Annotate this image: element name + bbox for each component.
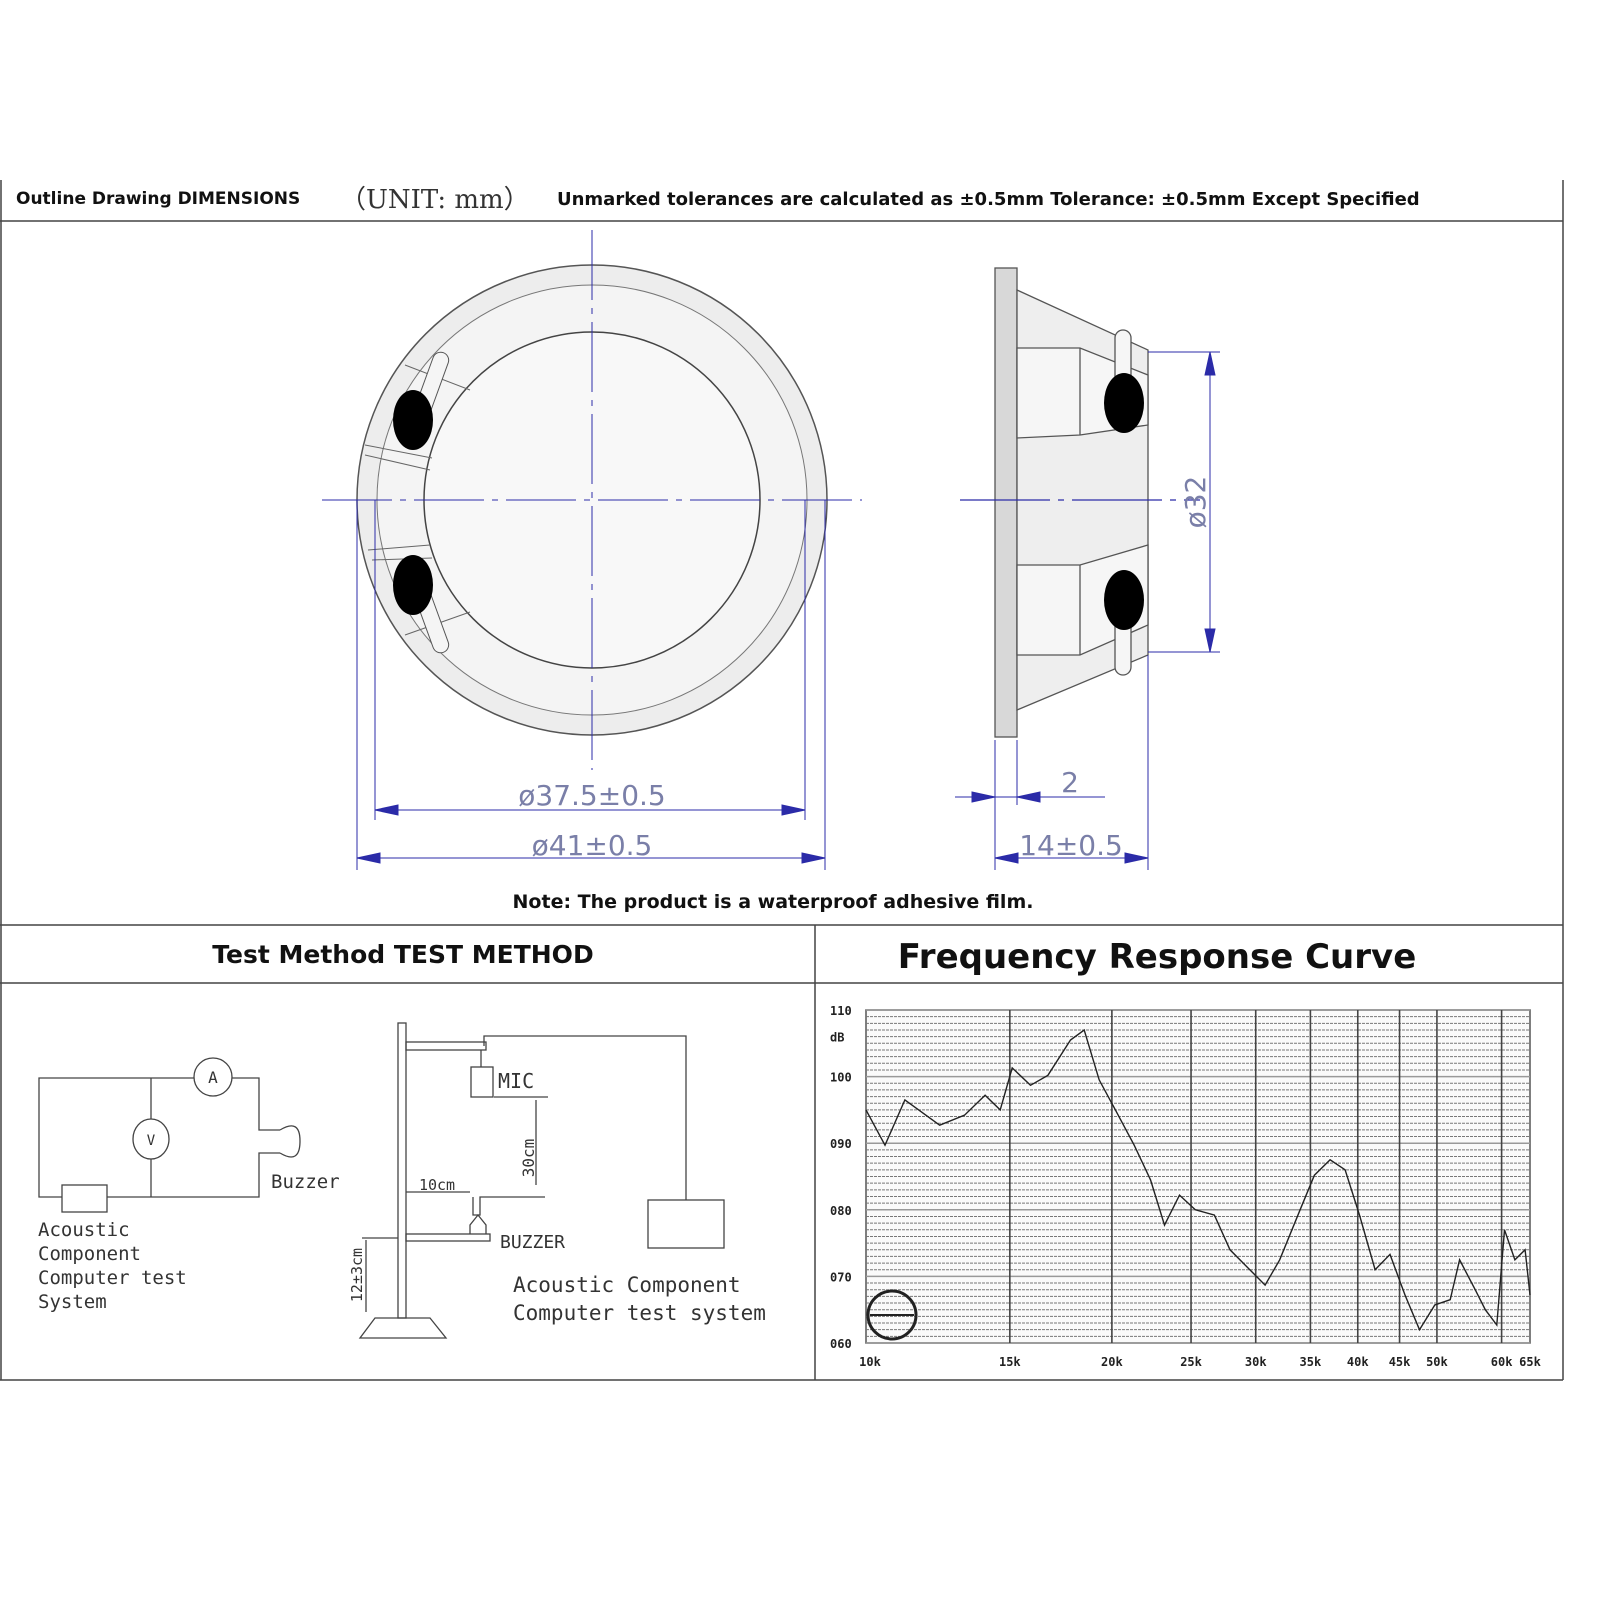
buzzer-label: Buzzer (271, 1171, 340, 1193)
voltmeter-label: V (147, 1133, 156, 1149)
system-label-left: Acoustic Component Computer test System (38, 1219, 187, 1313)
system-label-right-line: Acoustic Component (513, 1273, 741, 1297)
side-diameter-label: ø32 (1179, 476, 1212, 529)
system-label-line: Acoustic (38, 1219, 130, 1241)
frame (0, 180, 1564, 1381)
y-tick-label: 060 (830, 1337, 852, 1351)
x-tick-label: 35k (1300, 1355, 1322, 1369)
flange-thickness-label: 2 (1061, 766, 1079, 799)
depth-label: 14±0.5 (1019, 829, 1123, 862)
buzzer-stand-label: BUZZER (500, 1232, 565, 1253)
x-tick-label: 10k (859, 1355, 881, 1369)
test-circuit-diagram (38, 1057, 301, 1213)
unit-label: （UNIT: mm） (340, 185, 530, 215)
x-tick-label: 25k (1180, 1355, 1202, 1369)
tolerance-note: Unmarked tolerances are calculated as ±0… (557, 189, 1420, 210)
side-view-drawing (960, 267, 1200, 738)
distance-10cm-label: 10cm (419, 1176, 455, 1194)
system-label-line: Computer test (38, 1267, 187, 1289)
y-tick-label: 070 (830, 1270, 852, 1284)
frequency-response-title: Frequency Response Curve (898, 937, 1417, 977)
response-curve (865, 1028, 1531, 1332)
front-view-drawing (322, 230, 862, 770)
x-tick-label: 50k (1426, 1355, 1448, 1369)
distance-30cm-label: 30cm (519, 1139, 538, 1178)
distance-12cm-label: 12±3cm (348, 1248, 366, 1302)
y-tick-label: 100 (830, 1071, 852, 1085)
outline-title: Outline Drawing DIMENSIONS (16, 189, 300, 209)
mic-label: MIC (498, 1069, 534, 1093)
x-tick-label: 60k (1491, 1355, 1513, 1369)
y-tick-label: 110 (830, 1004, 852, 1018)
side-dimensions (955, 351, 1220, 870)
x-tick-label: 65k (1519, 1355, 1541, 1369)
y-tick-label: 090 (830, 1137, 852, 1151)
test-method-title: Test Method TEST METHOD (212, 940, 593, 969)
x-tick-label: 30k (1245, 1355, 1267, 1369)
ammeter-label: A (208, 1068, 218, 1087)
system-label-right-line: Computer test system (513, 1301, 766, 1325)
test-stand-diagram (358, 1022, 725, 1339)
logo-seal (866, 1289, 918, 1341)
frequency-response-chart: 110 100 090 080 070 060 dB 10k 15k 20k 25k 30k 35k 40… (830, 1004, 1542, 1369)
y-tick-label: 080 (830, 1204, 852, 1218)
x-tick-label: 40k (1347, 1355, 1369, 1369)
outer-diameter-label: ø41±0.5 (532, 829, 653, 862)
x-tick-label: 45k (1389, 1355, 1411, 1369)
system-label-line: System (38, 1291, 107, 1313)
waterproof-note: Note: The product is a waterproof adhesi… (513, 891, 1034, 913)
y-unit-label: dB (830, 1031, 844, 1045)
x-tick-label: 15k (999, 1355, 1021, 1369)
front-dimensions (356, 500, 826, 870)
x-tick-label: 20k (1101, 1355, 1123, 1369)
inner-diameter-label: ø37.5±0.5 (518, 779, 665, 812)
system-label-line: Component (38, 1243, 141, 1265)
